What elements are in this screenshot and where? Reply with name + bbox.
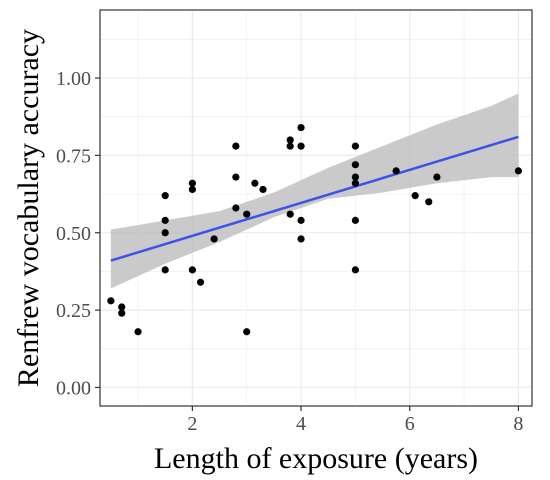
- data-point: [118, 309, 126, 317]
- data-point: [188, 185, 196, 194]
- data-point: [297, 142, 305, 150]
- y-tick-label: 0.50: [56, 223, 91, 245]
- data-point: [161, 266, 169, 274]
- data-point: [188, 266, 196, 274]
- data-point: [351, 179, 359, 187]
- y-axis-title: Renfrew vocabulary accuracy: [12, 29, 45, 387]
- x-tick-label: 2: [187, 413, 197, 435]
- x-axis-title: Length of exposure (years): [154, 442, 478, 475]
- data-point: [411, 192, 419, 200]
- y-tick-label: 1.00: [56, 68, 91, 90]
- data-point: [286, 210, 294, 218]
- data-point: [251, 179, 259, 187]
- data-point: [351, 173, 359, 181]
- confidence-band: [110, 93, 519, 289]
- data-point: [297, 216, 305, 224]
- data-points: [107, 123, 523, 336]
- data-point: [425, 198, 433, 206]
- data-point: [351, 142, 359, 150]
- data-point: [392, 167, 400, 175]
- data-point: [161, 216, 169, 224]
- fit-line-layer: [110, 135, 519, 262]
- regression-line: [110, 135, 519, 262]
- data-point: [297, 235, 305, 243]
- data-point: [196, 278, 205, 286]
- data-point: [286, 142, 294, 150]
- data-point: [433, 173, 441, 181]
- data-point: [351, 266, 359, 274]
- y-tick-label: 0.25: [56, 300, 91, 322]
- y-tick-label: 0.00: [56, 377, 91, 399]
- data-point: [161, 192, 169, 200]
- data-point: [297, 123, 305, 132]
- data-point: [188, 179, 196, 187]
- data-point: [259, 185, 267, 194]
- axis-ticks: 2 4 6 8 0.00 0.25 0.50 0.75 1.00: [56, 68, 523, 435]
- x-tick-label: 8: [513, 413, 523, 435]
- data-point: [351, 216, 359, 224]
- data-point: [286, 136, 294, 144]
- data-point: [243, 210, 251, 218]
- panel-border: [99, 9, 533, 407]
- data-point: [107, 297, 115, 305]
- data-point: [232, 142, 240, 150]
- confidence-band-layer: [110, 93, 519, 289]
- data-point: [161, 229, 169, 237]
- data-point: [351, 161, 359, 169]
- y-tick-label: 0.75: [56, 145, 91, 167]
- data-point: [210, 235, 218, 243]
- data-point: [232, 173, 240, 181]
- data-point: [232, 204, 240, 212]
- data-point: [134, 328, 142, 336]
- x-tick-label: 6: [405, 413, 415, 435]
- grid: [100, 10, 532, 406]
- x-tick-label: 4: [296, 413, 306, 435]
- data-point: [243, 328, 251, 336]
- data-point: [118, 303, 126, 311]
- data-point: [514, 167, 523, 175]
